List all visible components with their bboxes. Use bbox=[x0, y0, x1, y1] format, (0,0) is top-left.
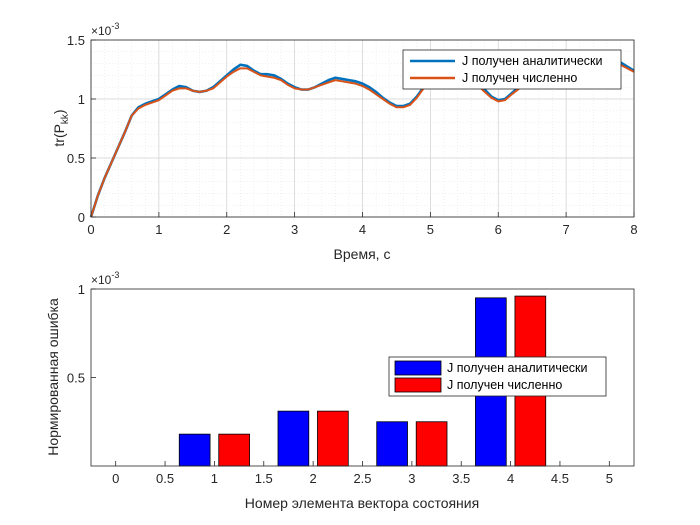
top-x-tick-label: 0 bbox=[87, 222, 94, 237]
bottom-legend-label-numeric: J получен численно bbox=[447, 378, 562, 392]
bar-numeric-1 bbox=[218, 433, 250, 467]
top-x-tick-label: 4 bbox=[359, 222, 366, 237]
top-legend-label-analytic: J получен аналитически bbox=[462, 54, 603, 68]
top-x-tick-label: 3 bbox=[291, 222, 298, 237]
top-y-tick-label: 1 bbox=[78, 92, 85, 107]
top-x-tick-label: 8 bbox=[630, 222, 637, 237]
top-axes: 0 1 2 3 4 5 6 7 8 0 0.5 1 1.5 ×10-3 Время, с tr(Pkk)… bbox=[51, 21, 638, 262]
top-x-tick-label: 5 bbox=[427, 222, 434, 237]
bottom-x-tick-label: 2 bbox=[310, 471, 317, 486]
top-legend-label-numeric: J получен численно bbox=[462, 71, 577, 85]
bottom-legend-swatch-analytic bbox=[394, 360, 442, 376]
bottom-y-axis-label: Нормированная ошибка bbox=[45, 298, 61, 456]
bottom-x-tick-label: 3.5 bbox=[452, 471, 470, 486]
bottom-axes: 0 0.5 1 1.5 2 2.5 3 3.5 4 4.5 5 0.5 1 ×10-3 Номер эл… bbox=[45, 270, 635, 511]
top-y-tick-label: 0.5 bbox=[67, 151, 85, 166]
bottom-x-tick-label: 4 bbox=[507, 471, 514, 486]
bottom-legend: J получен аналитически J получен численн… bbox=[388, 356, 607, 397]
bar-numeric-2 bbox=[317, 410, 349, 467]
top-exponent-label: ×10-3 bbox=[91, 21, 119, 38]
top-y-tick-label: 1.5 bbox=[67, 33, 85, 48]
bottom-x-tick-label: 2.5 bbox=[353, 471, 371, 486]
bar-analytic-1 bbox=[178, 433, 211, 467]
top-y-axis-label: tr(Pkk) bbox=[51, 109, 71, 146]
bottom-x-tick-label: 4.5 bbox=[551, 471, 569, 486]
top-x-tick-label: 7 bbox=[563, 222, 570, 237]
bottom-exponent-label: ×10-3 bbox=[91, 270, 119, 287]
bottom-x-tick-label: 5 bbox=[606, 471, 613, 486]
top-series-line-numeric bbox=[90, 60, 635, 218]
top-x-tick-label: 2 bbox=[223, 222, 230, 237]
bottom-x-tick-label: 1 bbox=[211, 471, 218, 486]
bottom-legend-swatch-numeric bbox=[394, 377, 442, 393]
top-ticks: 0 1 2 3 4 5 6 7 8 0 0.5 1 1.5 bbox=[67, 33, 638, 237]
bar-numeric-3 bbox=[415, 421, 448, 467]
top-legend: J получен аналитически J получен численн… bbox=[402, 49, 622, 90]
bottom-x-axis-label: Номер элемента вектора состояния bbox=[245, 495, 479, 511]
bottom-x-tick-label: 1.5 bbox=[255, 471, 273, 486]
top-x-axis-label: Время, с bbox=[334, 246, 391, 262]
bottom-legend-label-analytic: J получен аналитически bbox=[447, 361, 588, 375]
top-x-tick-label: 1 bbox=[155, 222, 162, 237]
bottom-x-tick-label: 0 bbox=[112, 471, 119, 486]
top-x-tick-label: 6 bbox=[495, 222, 502, 237]
bottom-x-tick-label: 0.5 bbox=[156, 471, 174, 486]
bottom-y-tick-label: 1 bbox=[78, 282, 85, 297]
bar-analytic-3 bbox=[376, 421, 408, 467]
bar-analytic-2 bbox=[277, 410, 310, 467]
top-y-tick-label: 0 bbox=[78, 210, 85, 225]
bottom-y-tick-label: 0.5 bbox=[67, 371, 85, 386]
bottom-x-tick-label: 3 bbox=[408, 471, 415, 486]
top-series-lines bbox=[89, 57, 635, 218]
bottom-ticks: 0 0.5 1 1.5 2 2.5 3 3.5 4 4.5 5 0.5 1 bbox=[67, 282, 613, 486]
top-legend-box bbox=[402, 49, 622, 90]
